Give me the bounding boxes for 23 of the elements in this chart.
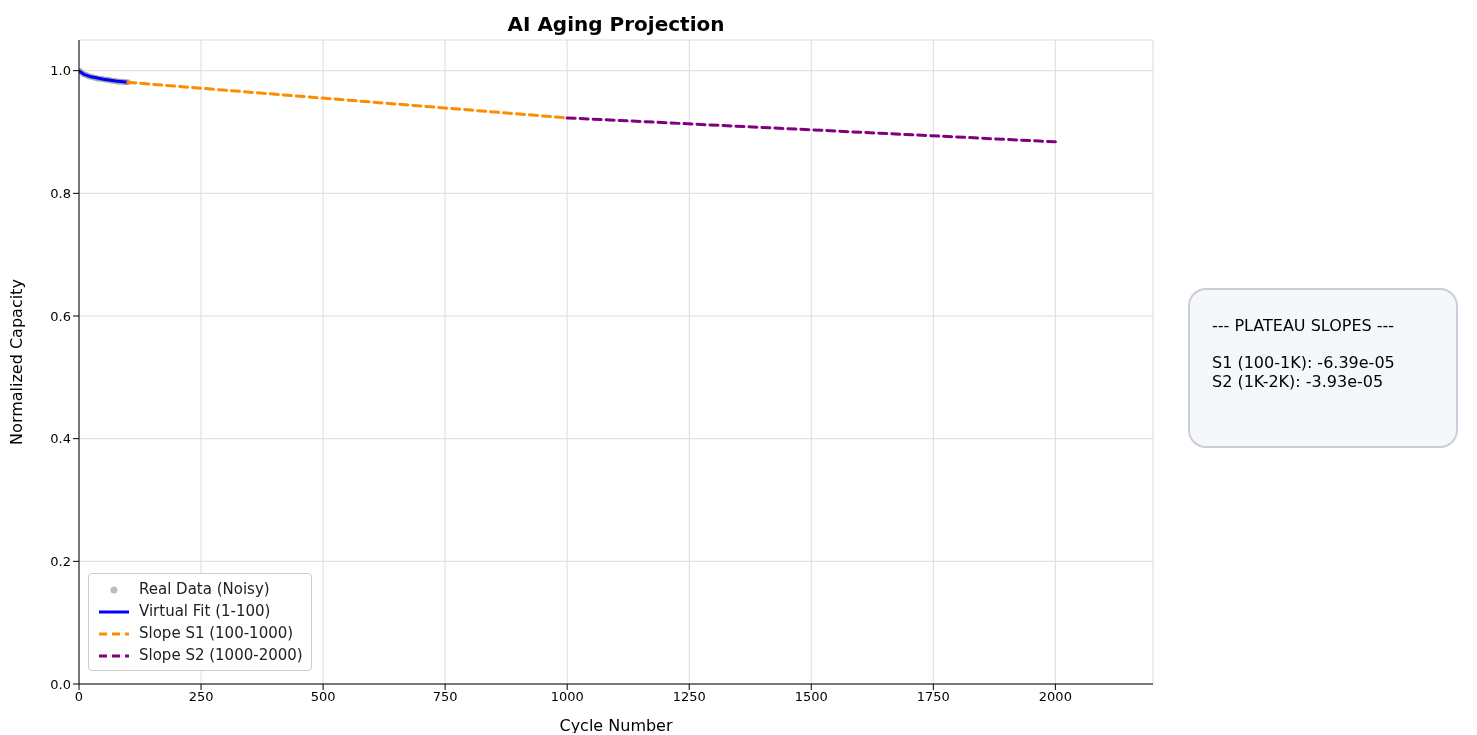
x-tick-label: 1750 <box>916 689 950 705</box>
y-tick-label: 0.2 <box>50 553 71 569</box>
text-box: --- PLATEAU SLOPES --- S1 (100-1K): -6.39e-05 S2 (1K-2K): -3.93e-05 <box>1188 288 1458 448</box>
legend-label: Virtual Fit (1-100) <box>139 602 271 620</box>
y-tick-label: 1.0 <box>50 63 71 79</box>
x-tick-label: 500 <box>310 689 336 705</box>
y-tick-label: 0.0 <box>50 676 71 692</box>
line-series <box>79 69 130 84</box>
x-tick-label: 250 <box>188 689 214 705</box>
x-tick-label: 1000 <box>550 689 584 705</box>
y-axis-title: Normalized Capacity <box>6 279 26 445</box>
x-tick-label: 1250 <box>672 689 706 705</box>
y-tick-label: 0.8 <box>50 185 71 201</box>
legend-label: Slope S2 (1000-2000) <box>139 646 303 664</box>
legend-label: Real Data (Noisy) <box>139 580 270 598</box>
chart-title: AI Aging Projection <box>506 12 726 36</box>
x-tick-label: 2000 <box>1038 689 1072 705</box>
x-tick-label: 0 <box>74 689 84 705</box>
legend-label: Slope S1 (100-1000) <box>139 624 294 642</box>
y-tick-label: 0.6 <box>50 308 71 324</box>
y-tick-label: 0.4 <box>50 431 71 447</box>
x-tick-label: 750 <box>432 689 458 705</box>
x-tick-label: 1500 <box>794 689 828 705</box>
